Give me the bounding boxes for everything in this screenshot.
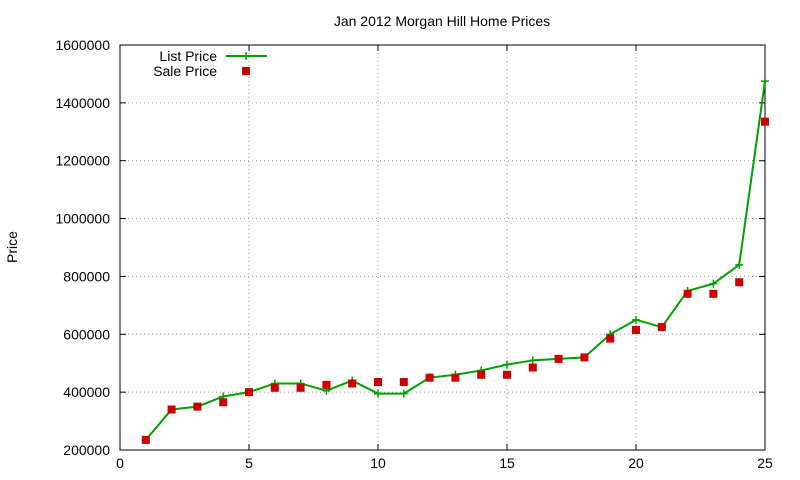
- y-tick-label: 600000: [63, 326, 110, 342]
- list-price-point: [503, 360, 511, 369]
- grid: [120, 45, 765, 450]
- sale-price-point: [167, 405, 176, 414]
- sale-price-point: [657, 323, 666, 332]
- list-price-point: [399, 389, 408, 398]
- x-tick-label: 10: [370, 455, 386, 471]
- x-tick-label: 5: [245, 455, 253, 471]
- sale-price-point: [554, 354, 563, 363]
- legend-list-price-label: List Price: [159, 48, 217, 64]
- sale-price-point: [683, 289, 692, 298]
- x-tick-label: 20: [628, 455, 644, 471]
- sale-price-point: [296, 383, 305, 392]
- legend-list-price-marker: [242, 52, 250, 60]
- sale-price-point: [141, 435, 150, 444]
- sale-price-point: [270, 383, 279, 392]
- sale-price-point: [322, 380, 331, 389]
- axis-ticks: 0 5 10 15 20 25 200000 400000 600000 800000 100000…: [55, 37, 773, 471]
- plot-frame: [119, 44, 766, 451]
- sale-price-point: [451, 373, 460, 382]
- y-tick-label: 1000000: [55, 211, 110, 227]
- sale-price-point: [374, 378, 382, 387]
- y-tick-label: 1200000: [55, 153, 110, 169]
- list-price-point: [735, 260, 744, 269]
- list-price-point: [709, 279, 718, 288]
- sale-price-point: [399, 378, 408, 387]
- sale-price-point: [193, 402, 202, 411]
- legend-sale-price-swatch: [242, 67, 250, 75]
- list-price-point: [632, 315, 640, 324]
- y-axis-label: Price: [4, 231, 20, 263]
- x-tick-label: 15: [499, 455, 515, 471]
- sale-price-point: [761, 117, 769, 126]
- sale-price-point: [735, 278, 744, 287]
- legend-sale-price-label: Sale Price: [153, 63, 217, 79]
- list-price-point: [761, 77, 769, 86]
- sale-price-point: [528, 363, 537, 372]
- list-price-point: [374, 389, 382, 398]
- sale-price-point: [477, 370, 486, 379]
- x-tick-label: 25: [757, 455, 773, 471]
- sale-price-point: [606, 334, 615, 343]
- y-tick-label: 1600000: [55, 37, 110, 53]
- sale-price-point: [580, 353, 589, 362]
- list-price-point: [528, 356, 537, 365]
- sale-price-point: [632, 325, 640, 334]
- y-tick-label: 800000: [63, 268, 110, 284]
- sale-price-point: [709, 289, 718, 298]
- x-tick-label: 0: [116, 455, 124, 471]
- sale-price-point: [425, 373, 434, 382]
- sale-price-point: [245, 388, 253, 397]
- y-tick-label: 400000: [63, 384, 110, 400]
- sale-price-point: [503, 370, 511, 379]
- legend: List Price Sale Price: [153, 48, 267, 79]
- series: [141, 77, 769, 444]
- chart-title: Jan 2012 Morgan Hill Home Prices: [334, 13, 550, 29]
- y-tick-label: 1400000: [55, 95, 110, 111]
- y-tick-label: 200000: [63, 442, 110, 458]
- list-price-line: [145, 81, 766, 441]
- sale-price-point: [348, 379, 357, 388]
- sale-price-point: [219, 398, 228, 407]
